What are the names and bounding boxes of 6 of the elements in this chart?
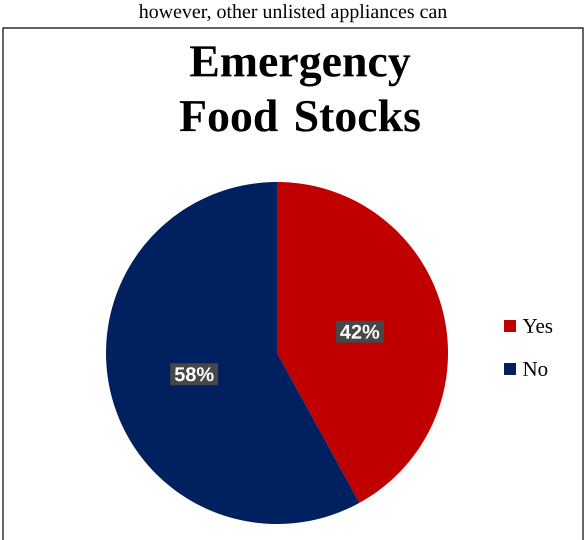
legend-label: Yes	[522, 319, 552, 333]
text: however, other unlisted appliances can	[138, 4, 447, 22]
data-label: 58%	[174, 367, 214, 382]
data-label: 42%	[340, 324, 380, 339]
chart-title: Emergency Food Stocks	[180, 46, 420, 132]
legend-label: No	[523, 362, 548, 376]
